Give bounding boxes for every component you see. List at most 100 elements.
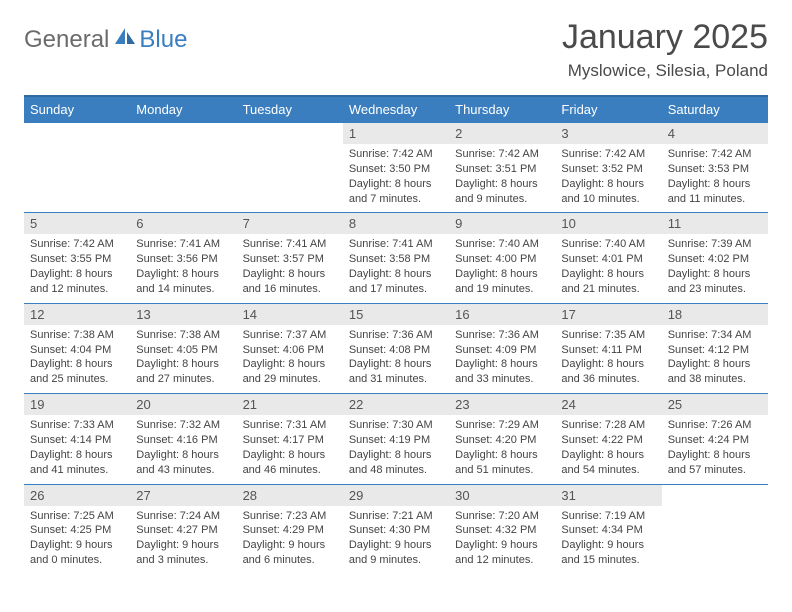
day-details: Sunrise: 7:42 AMSunset: 3:53 PMDaylight:… xyxy=(662,144,768,212)
calendar-day-cell xyxy=(24,123,130,212)
calendar-day-cell: 8Sunrise: 7:41 AMSunset: 3:58 PMDaylight… xyxy=(343,213,449,302)
day-details xyxy=(662,491,768,500)
sunset-text: Sunset: 4:08 PM xyxy=(349,343,443,358)
month-title: January 2025 xyxy=(562,18,768,57)
sunrise-text: Sunrise: 7:20 AM xyxy=(455,509,549,524)
calendar-day-cell: 12Sunrise: 7:38 AMSunset: 4:04 PMDayligh… xyxy=(24,304,130,393)
sunrise-text: Sunrise: 7:24 AM xyxy=(136,509,230,524)
calendar-day-cell: 31Sunrise: 7:19 AMSunset: 4:34 PMDayligh… xyxy=(555,485,661,574)
sunset-text: Sunset: 4:14 PM xyxy=(30,433,124,448)
day-number: 4 xyxy=(662,123,768,144)
weekday-header-row: Sunday Monday Tuesday Wednesday Thursday… xyxy=(24,95,768,122)
day-number: 13 xyxy=(130,304,236,325)
calendar-day-cell: 25Sunrise: 7:26 AMSunset: 4:24 PMDayligh… xyxy=(662,394,768,483)
day-details: Sunrise: 7:38 AMSunset: 4:05 PMDaylight:… xyxy=(130,325,236,393)
daylight-text: Daylight: 9 hours and 12 minutes. xyxy=(455,538,549,568)
day-number: 27 xyxy=(130,485,236,506)
calendar-day-cell xyxy=(237,123,343,212)
logo-text-general: General xyxy=(24,26,109,54)
day-details: Sunrise: 7:42 AMSunset: 3:51 PMDaylight:… xyxy=(449,144,555,212)
sunrise-text: Sunrise: 7:23 AM xyxy=(243,509,337,524)
day-number: 8 xyxy=(343,213,449,234)
day-number: 21 xyxy=(237,394,343,415)
sunset-text: Sunset: 4:12 PM xyxy=(668,343,762,358)
sunset-text: Sunset: 4:24 PM xyxy=(668,433,762,448)
day-number: 23 xyxy=(449,394,555,415)
calendar-week-row: 26Sunrise: 7:25 AMSunset: 4:25 PMDayligh… xyxy=(24,484,768,574)
day-details: Sunrise: 7:25 AMSunset: 4:25 PMDaylight:… xyxy=(24,506,130,574)
sunset-text: Sunset: 4:19 PM xyxy=(349,433,443,448)
daylight-text: Daylight: 9 hours and 0 minutes. xyxy=(30,538,124,568)
day-details: Sunrise: 7:35 AMSunset: 4:11 PMDaylight:… xyxy=(555,325,661,393)
calendar-week-row: 12Sunrise: 7:38 AMSunset: 4:04 PMDayligh… xyxy=(24,303,768,393)
daylight-text: Daylight: 8 hours and 33 minutes. xyxy=(455,357,549,387)
day-number: 18 xyxy=(662,304,768,325)
sunrise-text: Sunrise: 7:25 AM xyxy=(30,509,124,524)
sunrise-text: Sunrise: 7:41 AM xyxy=(243,237,337,252)
sunrise-text: Sunrise: 7:42 AM xyxy=(455,147,549,162)
sunset-text: Sunset: 3:58 PM xyxy=(349,252,443,267)
sunset-text: Sunset: 4:00 PM xyxy=(455,252,549,267)
day-details: Sunrise: 7:42 AMSunset: 3:55 PMDaylight:… xyxy=(24,234,130,302)
sunset-text: Sunset: 4:29 PM xyxy=(243,523,337,538)
day-details: Sunrise: 7:42 AMSunset: 3:52 PMDaylight:… xyxy=(555,144,661,212)
calendar-day-cell: 4Sunrise: 7:42 AMSunset: 3:53 PMDaylight… xyxy=(662,123,768,212)
sunrise-text: Sunrise: 7:42 AM xyxy=(349,147,443,162)
sunset-text: Sunset: 4:01 PM xyxy=(561,252,655,267)
day-number: 3 xyxy=(555,123,661,144)
day-details: Sunrise: 7:19 AMSunset: 4:34 PMDaylight:… xyxy=(555,506,661,574)
day-details: Sunrise: 7:32 AMSunset: 4:16 PMDaylight:… xyxy=(130,415,236,483)
sunset-text: Sunset: 3:56 PM xyxy=(136,252,230,267)
calendar-week-row: 19Sunrise: 7:33 AMSunset: 4:14 PMDayligh… xyxy=(24,393,768,483)
calendar-day-cell: 29Sunrise: 7:21 AMSunset: 4:30 PMDayligh… xyxy=(343,485,449,574)
sunset-text: Sunset: 4:09 PM xyxy=(455,343,549,358)
day-details xyxy=(237,129,343,138)
day-number: 12 xyxy=(24,304,130,325)
day-number: 28 xyxy=(237,485,343,506)
daylight-text: Daylight: 8 hours and 54 minutes. xyxy=(561,448,655,478)
day-details: Sunrise: 7:23 AMSunset: 4:29 PMDaylight:… xyxy=(237,506,343,574)
calendar-week-row: 5Sunrise: 7:42 AMSunset: 3:55 PMDaylight… xyxy=(24,212,768,302)
sunrise-text: Sunrise: 7:26 AM xyxy=(668,418,762,433)
day-number: 29 xyxy=(343,485,449,506)
day-details: Sunrise: 7:20 AMSunset: 4:32 PMDaylight:… xyxy=(449,506,555,574)
daylight-text: Daylight: 8 hours and 11 minutes. xyxy=(668,177,762,207)
day-details: Sunrise: 7:39 AMSunset: 4:02 PMDaylight:… xyxy=(662,234,768,302)
sunrise-text: Sunrise: 7:21 AM xyxy=(349,509,443,524)
day-number: 20 xyxy=(130,394,236,415)
sunset-text: Sunset: 4:04 PM xyxy=(30,343,124,358)
day-number: 19 xyxy=(24,394,130,415)
calendar-day-cell: 16Sunrise: 7:36 AMSunset: 4:09 PMDayligh… xyxy=(449,304,555,393)
calendar-day-cell xyxy=(130,123,236,212)
weekday-header: Tuesday xyxy=(237,97,343,122)
day-details: Sunrise: 7:30 AMSunset: 4:19 PMDaylight:… xyxy=(343,415,449,483)
day-number: 31 xyxy=(555,485,661,506)
daylight-text: Daylight: 8 hours and 12 minutes. xyxy=(30,267,124,297)
day-details xyxy=(130,129,236,138)
weekday-header: Wednesday xyxy=(343,97,449,122)
day-details: Sunrise: 7:41 AMSunset: 3:56 PMDaylight:… xyxy=(130,234,236,302)
day-details: Sunrise: 7:41 AMSunset: 3:58 PMDaylight:… xyxy=(343,234,449,302)
sunrise-text: Sunrise: 7:40 AM xyxy=(455,237,549,252)
weekday-header: Saturday xyxy=(662,97,768,122)
calendar-day-cell: 5Sunrise: 7:42 AMSunset: 3:55 PMDaylight… xyxy=(24,213,130,302)
sunrise-text: Sunrise: 7:35 AM xyxy=(561,328,655,343)
day-number: 25 xyxy=(662,394,768,415)
calendar-day-cell: 26Sunrise: 7:25 AMSunset: 4:25 PMDayligh… xyxy=(24,485,130,574)
sunrise-text: Sunrise: 7:40 AM xyxy=(561,237,655,252)
sunset-text: Sunset: 4:11 PM xyxy=(561,343,655,358)
day-details: Sunrise: 7:26 AMSunset: 4:24 PMDaylight:… xyxy=(662,415,768,483)
weekday-header: Sunday xyxy=(24,97,130,122)
daylight-text: Daylight: 8 hours and 31 minutes. xyxy=(349,357,443,387)
logo: General Blue xyxy=(24,26,187,54)
day-number: 26 xyxy=(24,485,130,506)
calendar-day-cell: 6Sunrise: 7:41 AMSunset: 3:56 PMDaylight… xyxy=(130,213,236,302)
sunrise-text: Sunrise: 7:31 AM xyxy=(243,418,337,433)
daylight-text: Daylight: 8 hours and 21 minutes. xyxy=(561,267,655,297)
sunset-text: Sunset: 4:20 PM xyxy=(455,433,549,448)
day-details: Sunrise: 7:40 AMSunset: 4:00 PMDaylight:… xyxy=(449,234,555,302)
sunrise-text: Sunrise: 7:39 AM xyxy=(668,237,762,252)
calendar-grid: Sunday Monday Tuesday Wednesday Thursday… xyxy=(24,95,768,574)
daylight-text: Daylight: 8 hours and 14 minutes. xyxy=(136,267,230,297)
day-details xyxy=(24,129,130,138)
